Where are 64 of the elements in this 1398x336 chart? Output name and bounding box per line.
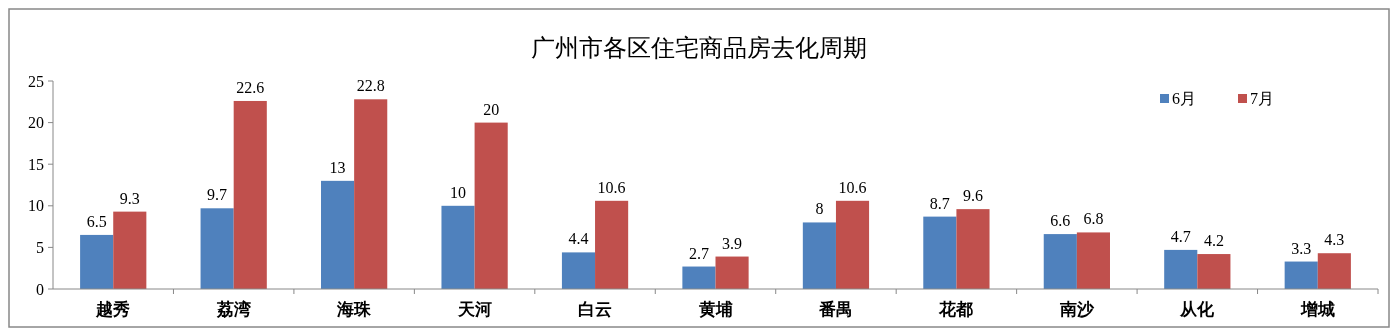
chart-title: 广州市各区住宅商品房去化周期 — [531, 34, 867, 62]
x-tick-label: 增城 — [1299, 299, 1335, 319]
y-tick-label: 5 — [36, 239, 44, 256]
y-tick-label: 25 — [28, 72, 44, 90]
x-tick-label: 白云 — [578, 299, 613, 319]
y-tick-label: 20 — [28, 114, 44, 132]
data-label: 3.3 — [1291, 239, 1312, 257]
bar — [1317, 253, 1351, 289]
bar — [321, 180, 355, 289]
bar — [441, 205, 475, 289]
data-label: 22.6 — [236, 78, 265, 96]
x-tick-label: 黄埔 — [697, 299, 733, 319]
x-tick-label: 荔湾 — [215, 299, 251, 319]
bar — [956, 209, 990, 289]
data-label: 9.3 — [119, 189, 140, 207]
bar — [1043, 234, 1077, 289]
bar — [1197, 254, 1231, 289]
x-tick-label: 海珠 — [336, 299, 373, 319]
bar — [802, 222, 836, 289]
data-label: 3.9 — [722, 234, 743, 252]
y-tick-label: 15 — [28, 155, 44, 173]
bar — [715, 256, 749, 289]
bar — [80, 234, 114, 289]
data-label: 9.6 — [962, 187, 983, 205]
x-tick-label: 天河 — [456, 299, 492, 319]
bar — [682, 266, 716, 289]
bar — [113, 211, 147, 289]
data-label: 4.7 — [1170, 227, 1191, 245]
bar — [200, 208, 234, 289]
bar — [923, 216, 957, 289]
bar — [1164, 249, 1198, 289]
data-label: 8 — [815, 200, 824, 218]
x-tick-label: 花都 — [938, 299, 974, 319]
bar — [1076, 232, 1110, 289]
y-tick-label: 10 — [28, 197, 44, 215]
x-tick-label: 番禺 — [817, 299, 853, 319]
data-label: 22.8 — [356, 77, 385, 95]
legend-label: 6月 — [1172, 90, 1196, 107]
x-tick-label: 南沙 — [1058, 299, 1095, 319]
data-label: 10.6 — [838, 178, 867, 196]
bar — [1284, 261, 1318, 289]
bar — [474, 122, 508, 289]
data-label: 6.5 — [86, 212, 107, 230]
bar — [561, 252, 596, 289]
data-label: 10.6 — [597, 178, 626, 196]
data-label: 4.2 — [1203, 232, 1224, 250]
x-tick-label: 越秀 — [95, 299, 131, 319]
bar — [835, 200, 870, 289]
bar — [354, 99, 388, 289]
data-label: 6.6 — [1050, 212, 1071, 230]
legend-label: 7月 — [1250, 90, 1274, 107]
x-tick-label: 从化 — [1179, 299, 1216, 319]
data-label: 8.7 — [929, 194, 950, 212]
data-label: 4.3 — [1324, 231, 1345, 249]
data-label: 10 — [450, 183, 467, 201]
data-label: 20 — [483, 100, 500, 118]
bar — [595, 200, 629, 289]
y-tick-label: 0 — [36, 280, 44, 298]
data-label: 2.7 — [688, 244, 709, 262]
bar — [233, 100, 267, 289]
data-label: 4.4 — [568, 230, 589, 248]
data-label: 9.7 — [207, 186, 228, 204]
data-label: 6.8 — [1083, 210, 1104, 228]
data-label: 13 — [329, 158, 346, 176]
